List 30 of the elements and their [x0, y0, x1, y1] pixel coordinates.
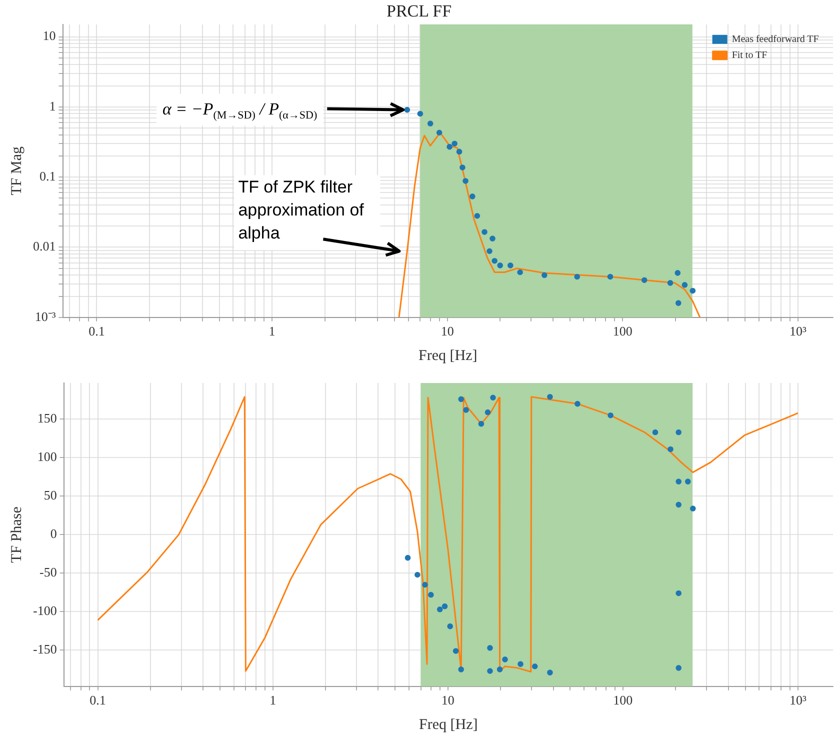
- y-tick-label: 0.1: [40, 168, 56, 184]
- x-tick-label: 10³: [789, 324, 806, 339]
- chart-title: PRCL FF: [386, 2, 452, 21]
- y-tick-label: 1: [49, 98, 56, 114]
- y-tick-label: -150: [32, 642, 57, 657]
- legend-label: Fit to TF: [732, 50, 768, 62]
- x-tick-label: 10: [441, 692, 454, 708]
- x-tick-label: 100: [613, 692, 633, 708]
- y-tick-label: 10⁻³: [34, 308, 56, 324]
- x-tick-label: 100: [612, 324, 632, 339]
- y-tick-label: 50: [44, 488, 57, 503]
- x-axis-title: Freq [Hz]: [419, 716, 478, 733]
- y-tick-label: -50: [39, 564, 57, 580]
- y-axis-title: TF Mag: [8, 146, 25, 196]
- x-axis-title: Freq [Hz]: [418, 348, 478, 364]
- y-tick-label: 0: [50, 526, 57, 542]
- y-tick-label: 10: [42, 28, 56, 44]
- y-tick-label: 150: [37, 410, 57, 426]
- x-tick-label: 0.1: [90, 692, 106, 708]
- y-tick-label: -100: [32, 603, 57, 618]
- x-tick-label: 1: [268, 324, 276, 339]
- x-tick-label: 10³: [790, 692, 807, 708]
- y-tick-label: 100: [37, 449, 57, 464]
- y-tick-label: 0.01: [33, 238, 56, 254]
- legend-label: Meas feedforward TF: [732, 34, 820, 46]
- x-tick-label: 0.1: [88, 324, 105, 339]
- y-axis-title: TF Phase: [8, 506, 25, 563]
- annotation: TF of ZPK filter approximation of alpha: [238, 177, 364, 242]
- x-tick-label: 1: [270, 692, 276, 708]
- x-tick-label: 10: [440, 324, 454, 339]
